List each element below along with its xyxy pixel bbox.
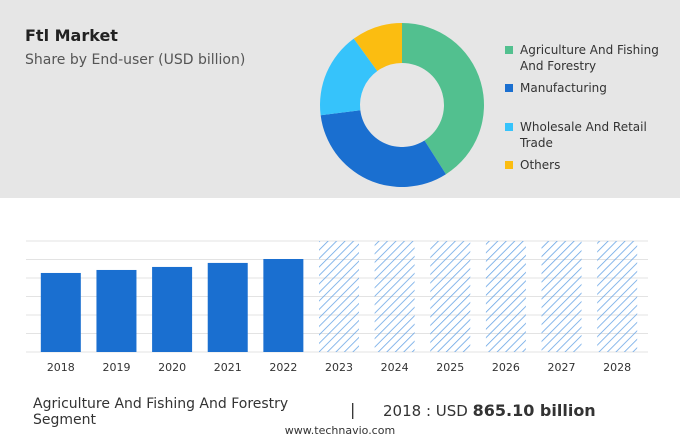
legend-swatch <box>505 123 513 131</box>
x-tick-label: 2026 <box>492 361 520 374</box>
legend-item: Manufacturing <box>505 80 680 96</box>
highlight-prefix: 2018 : USD <box>383 402 468 420</box>
donut-segment <box>320 38 378 116</box>
legend-label: Manufacturing <box>520 81 607 95</box>
x-tick-label: 2021 <box>214 361 242 374</box>
x-tick-label: 2022 <box>269 361 297 374</box>
donut-segment <box>402 22 485 175</box>
legend-item: Wholesale And Retail Trade <box>505 119 680 151</box>
bar <box>152 266 193 352</box>
bar <box>96 269 137 352</box>
chart-title: Ftl Market <box>25 26 118 45</box>
site-url: www.technavio.com <box>284 424 396 437</box>
x-tick-label: 2023 <box>325 361 353 374</box>
x-tick-label: 2025 <box>436 361 464 374</box>
legend-swatch <box>505 46 513 54</box>
x-tick-label: 2020 <box>158 361 186 374</box>
bar <box>40 272 81 352</box>
donut-segment <box>353 23 402 72</box>
segment-label: Agriculture And Fishing And Forestry Seg… <box>33 396 289 428</box>
legend-label: Agriculture And Fishing And Forestry <box>520 43 659 73</box>
legend-swatch <box>505 161 513 169</box>
legend-swatch <box>505 84 513 92</box>
separator: | <box>350 400 356 419</box>
bar <box>263 258 304 352</box>
legend-item: Others <box>505 157 680 173</box>
highlight-value: 865.10 billion <box>472 401 596 420</box>
bar <box>207 262 248 352</box>
x-tick-label: 2024 <box>381 361 409 374</box>
forecast-bar <box>374 241 415 352</box>
highlight: 2018 : USD 865.10 billion <box>383 401 596 420</box>
x-tick-label: 2028 <box>603 361 631 374</box>
forecast-bar <box>319 241 359 352</box>
chart-subtitle: Share by End-user (USD billion) <box>25 52 246 68</box>
x-tick-label: 2018 <box>47 361 75 374</box>
forecast-bar <box>597 241 638 352</box>
donut-segment <box>320 110 446 187</box>
legend-label: Others <box>520 158 561 172</box>
forecast-bar <box>485 241 526 352</box>
forecast-bar <box>430 241 471 352</box>
x-tick-label: 2027 <box>548 361 576 374</box>
x-tick-label: 2019 <box>102 361 130 374</box>
forecast-bar <box>541 241 582 352</box>
legend-label: Wholesale And Retail Trade <box>520 120 647 150</box>
legend-item: Agriculture And Fishing And Forestry <box>505 42 680 74</box>
